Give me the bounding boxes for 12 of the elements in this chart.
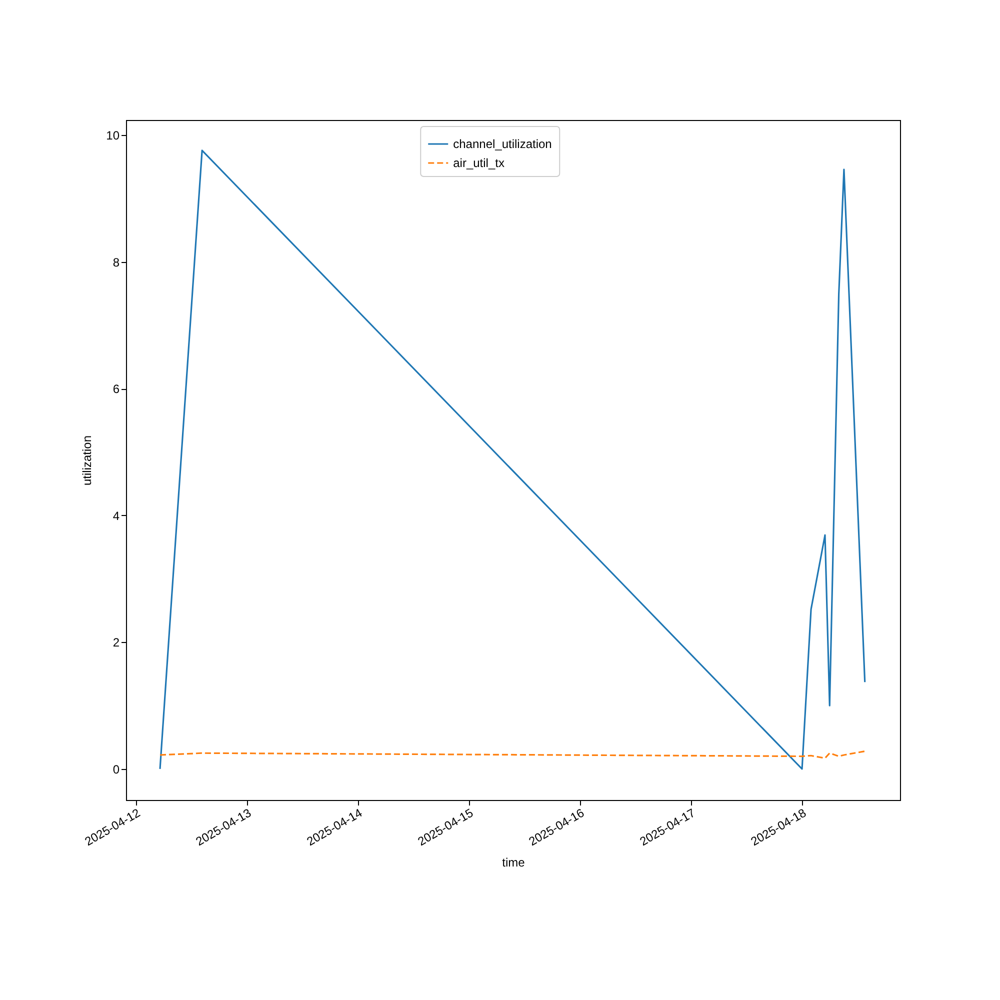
legend-label: channel_utilization (453, 137, 552, 151)
x-axis-title: time (502, 856, 526, 870)
legend-label: air_util_tx (453, 156, 504, 170)
line-series (159, 150, 866, 770)
y-axis-title: utilization (80, 435, 94, 486)
y-tick-label: 10 (106, 128, 120, 143)
y-tick-label: 8 (112, 255, 120, 270)
y-tick-label: 0 (112, 762, 120, 776)
y-tick-label: 4 (112, 508, 120, 523)
y-tick-label: 6 (112, 382, 120, 396)
y-tick-label: 2 (112, 636, 120, 650)
line-series (159, 750, 866, 759)
